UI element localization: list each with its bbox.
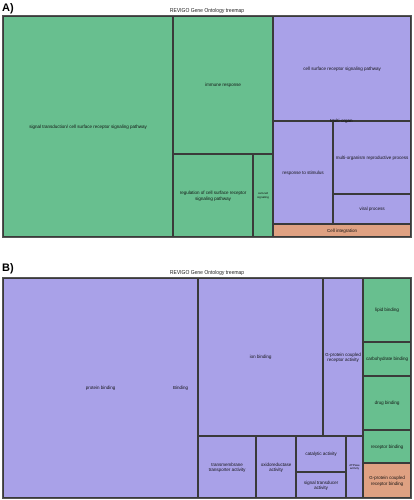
group-label: Multi-organ bbox=[330, 118, 353, 123]
treemap-cell: G-protein coupled receptor activity bbox=[323, 278, 363, 436]
treemap-cell: response to stimulus bbox=[273, 121, 333, 224]
treemap-cell: drug binding bbox=[363, 376, 411, 430]
treemap-cell: viral process bbox=[333, 194, 411, 224]
treemap-cell: signal transducer activity bbox=[296, 472, 346, 498]
panel-label: A) bbox=[2, 2, 14, 14]
treemap: signal transduction/ cell surface recept… bbox=[2, 15, 412, 238]
treemap-cell: catalytic activity bbox=[296, 436, 346, 472]
treemap-cell: protein binding bbox=[3, 278, 198, 498]
treemap-cell: ATPase activity bbox=[346, 436, 363, 498]
panel-title: REVIGO Gene Ontology treemap bbox=[169, 8, 245, 14]
treemap-cell: receptor binding bbox=[363, 430, 411, 463]
treemap-cell: ion binding bbox=[198, 278, 323, 436]
treemap-cell: transmembrane transporter activity bbox=[198, 436, 256, 498]
panel-label: B) bbox=[2, 262, 14, 274]
treemap: protein binding ion binding G-protein co… bbox=[2, 277, 412, 499]
treemap-cell: multi-organism reproductive process bbox=[333, 121, 411, 194]
treemap-cell: G-protein coupled receptor binding bbox=[363, 463, 411, 498]
panel-title: REVIGO Gene Ontology treemap bbox=[169, 270, 245, 276]
group-label: Binding bbox=[173, 385, 189, 390]
treemap-cell: oxidoreductase activity bbox=[256, 436, 296, 498]
treemap-cell: signal transduction/ cell surface recept… bbox=[3, 16, 173, 237]
treemap-cell: carbohydrate binding bbox=[363, 342, 411, 376]
treemap-cell: lipid binding bbox=[363, 278, 411, 342]
treemap-cell: immune response bbox=[173, 16, 273, 154]
treemap-cell: cell-cell signaling bbox=[253, 154, 273, 237]
treemap-cell: regulation of cell surface receptor sign… bbox=[173, 154, 253, 237]
treemap-cell: cell surface receptor signaling pathway bbox=[273, 16, 411, 121]
treemap-cell: Cell integration bbox=[273, 224, 411, 237]
